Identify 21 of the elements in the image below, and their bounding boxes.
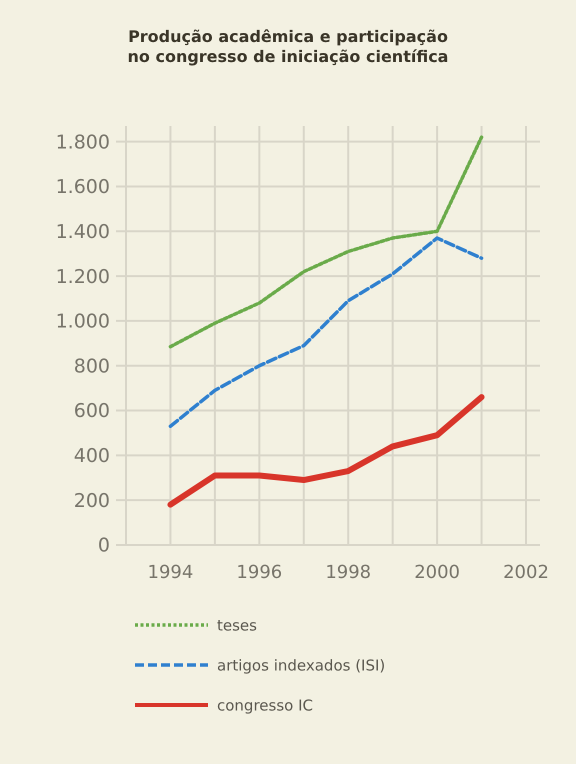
y-tick-label: 800 [74, 355, 110, 378]
x-tick-label: 2002 [503, 562, 549, 583]
legend-label: artigos indexados (ISI) [217, 656, 386, 674]
x-tick-label: 1996 [236, 562, 282, 583]
y-tick-label: 1.800 [56, 131, 110, 154]
y-tick-label: 1.200 [56, 266, 110, 288]
chart-title: Produção acadêmica e participação no congresso de iniciação científica [128, 27, 448, 66]
y-tick-label: 200 [74, 490, 110, 512]
legend-label: teses [217, 616, 258, 634]
line-series [168, 135, 484, 348]
y-tick-label: 1.600 [56, 176, 110, 198]
line-series [168, 236, 484, 428]
legend-label: congresso IC [217, 696, 313, 714]
x-tick-label: 1994 [148, 562, 194, 583]
x-tick-label: 1998 [325, 562, 372, 583]
y-tick-label: 1.400 [56, 220, 110, 243]
y-tick-label: 600 [74, 400, 110, 422]
x-tick-label: 2000 [414, 562, 460, 583]
y-tick-label: 0 [98, 534, 110, 557]
y-tick-label: 1.000 [56, 310, 110, 333]
y-tick-label: 400 [74, 445, 110, 468]
